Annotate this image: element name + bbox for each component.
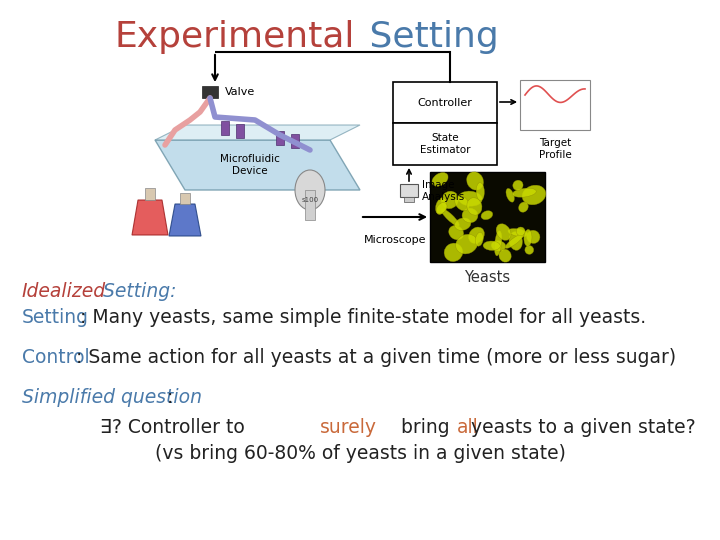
Text: yeasts to a given state?: yeasts to a given state?	[465, 418, 696, 437]
Text: s100: s100	[302, 197, 318, 203]
Bar	[221, 121, 229, 135]
Polygon shape	[155, 140, 360, 190]
Bar	[180, 193, 190, 204]
Bar	[145, 188, 155, 200]
Ellipse shape	[513, 180, 523, 191]
Text: Microfluidic
Device: Microfluidic Device	[220, 154, 280, 176]
Text: Microscope: Microscope	[364, 235, 426, 245]
Text: bring: bring	[395, 418, 456, 437]
Bar	[236, 124, 244, 138]
Ellipse shape	[441, 191, 459, 208]
Polygon shape	[169, 204, 201, 236]
Ellipse shape	[518, 202, 528, 212]
Ellipse shape	[499, 249, 511, 262]
Bar	[291, 134, 299, 148]
Bar	[202, 86, 218, 98]
Text: Experimental: Experimental	[114, 20, 355, 54]
Text: : Many yeasts, same simple finite-state model for all yeasts.: : Many yeasts, same simple finite-state …	[80, 308, 646, 327]
Text: Simplified question: Simplified question	[22, 388, 202, 407]
Text: : Same action for all yeasts at a given time (more or less sugar): : Same action for all yeasts at a given …	[76, 348, 676, 367]
Ellipse shape	[467, 172, 484, 190]
Text: Setting: Setting	[22, 308, 89, 327]
Text: all: all	[456, 418, 478, 437]
Ellipse shape	[432, 172, 448, 186]
Ellipse shape	[436, 198, 446, 214]
Bar	[400, 184, 418, 197]
Text: :: :	[167, 388, 174, 407]
Ellipse shape	[454, 218, 471, 231]
Ellipse shape	[524, 230, 532, 246]
Ellipse shape	[436, 202, 447, 214]
Ellipse shape	[476, 183, 485, 200]
Polygon shape	[155, 125, 360, 140]
Ellipse shape	[506, 188, 514, 202]
Bar	[393, 82, 497, 123]
Bar	[404, 197, 414, 202]
Ellipse shape	[462, 208, 478, 223]
Ellipse shape	[483, 241, 500, 251]
Ellipse shape	[522, 185, 546, 205]
Ellipse shape	[467, 198, 482, 215]
Bar	[430, 172, 545, 262]
Ellipse shape	[481, 211, 492, 220]
Ellipse shape	[458, 191, 482, 206]
Text: surely: surely	[320, 418, 377, 437]
Text: Yeasts: Yeasts	[464, 270, 510, 285]
Text: Setting:: Setting:	[97, 282, 176, 301]
Text: Image
Analysis: Image Analysis	[422, 180, 465, 202]
Ellipse shape	[441, 208, 459, 226]
Ellipse shape	[505, 234, 523, 248]
Bar	[276, 131, 284, 145]
Ellipse shape	[469, 227, 485, 244]
Text: Control: Control	[22, 348, 89, 367]
Ellipse shape	[295, 170, 325, 210]
Ellipse shape	[516, 227, 525, 235]
Ellipse shape	[526, 230, 540, 244]
Text: State
Estimator: State Estimator	[420, 133, 470, 155]
Text: (vs bring 60-80% of yeasts in a given state): (vs bring 60-80% of yeasts in a given st…	[155, 444, 565, 463]
Text: Valve: Valve	[225, 87, 256, 97]
Text: Target
Profile: Target Profile	[539, 138, 572, 160]
Ellipse shape	[475, 232, 483, 246]
Ellipse shape	[444, 243, 463, 261]
Ellipse shape	[509, 232, 523, 251]
Ellipse shape	[456, 234, 477, 254]
Text: Setting: Setting	[358, 20, 499, 54]
Ellipse shape	[495, 231, 502, 256]
Text: ∃? Controller to: ∃? Controller to	[100, 418, 251, 437]
Text: Idealized: Idealized	[22, 282, 106, 301]
Text: Controller: Controller	[418, 98, 472, 107]
Bar	[520, 80, 590, 130]
Bar	[305, 190, 315, 220]
Ellipse shape	[508, 228, 528, 237]
Ellipse shape	[513, 188, 536, 197]
Ellipse shape	[496, 224, 511, 240]
Ellipse shape	[455, 196, 469, 211]
Ellipse shape	[525, 246, 534, 254]
Ellipse shape	[449, 226, 464, 240]
Polygon shape	[132, 200, 168, 235]
Ellipse shape	[491, 241, 506, 251]
Bar	[393, 123, 497, 165]
